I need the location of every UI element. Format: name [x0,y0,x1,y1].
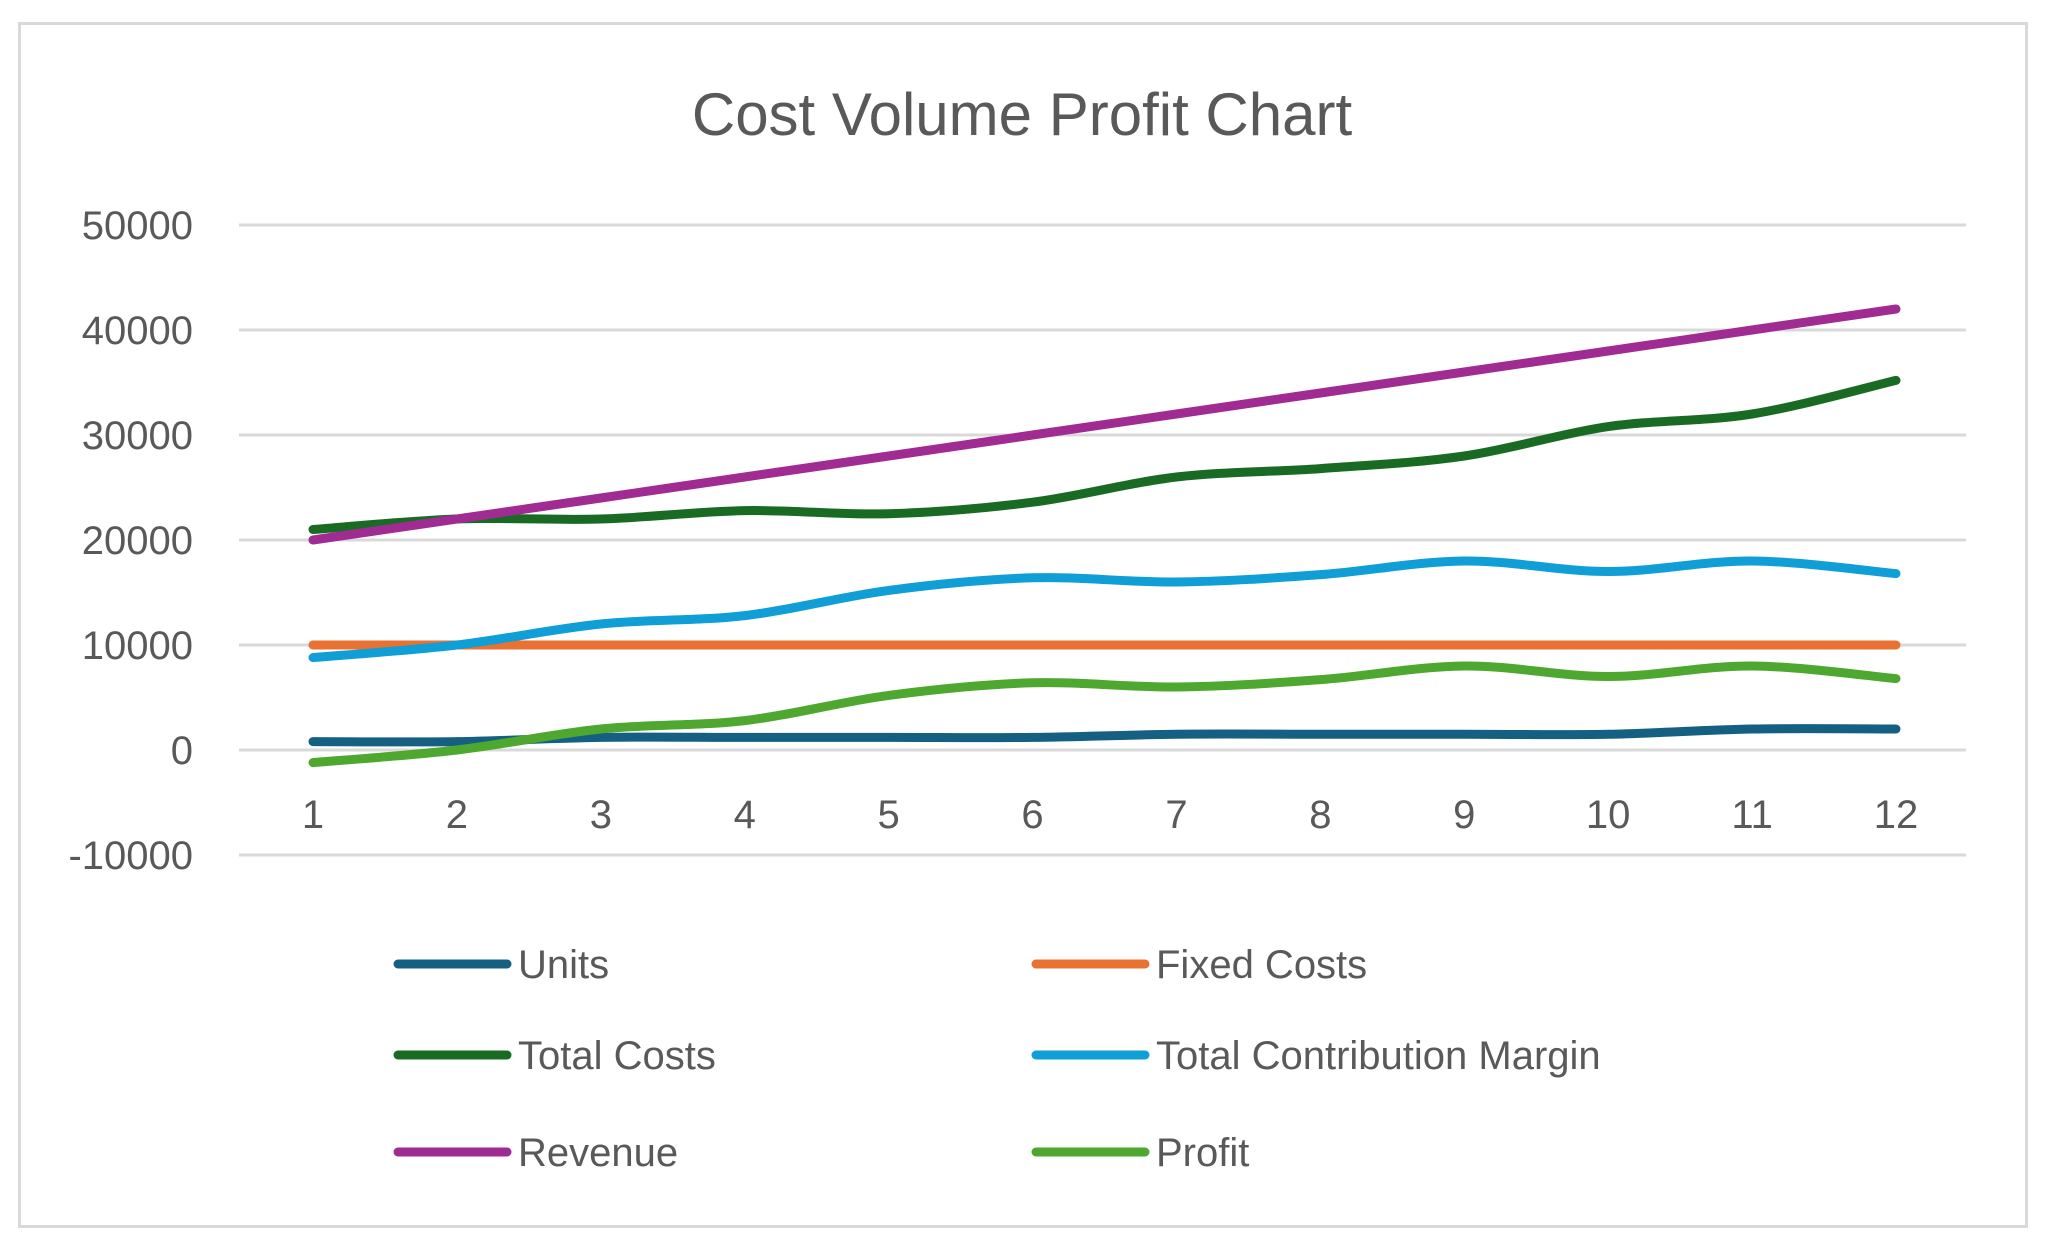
x-tick-label: 8 [1309,793,1331,837]
series-line-total-contribution-margin [308,556,1901,663]
y-tick-label: 40000 [82,309,193,353]
x-tick-label: 9 [1453,793,1475,837]
chart-area [18,22,2028,1228]
x-tick-label: 2 [446,793,468,837]
legend-label-fixed-costs: Fixed Costs [1156,943,1367,987]
legend-label-revenue: Revenue [518,1131,678,1175]
x-tick-label: 10 [1586,793,1631,837]
legend-label-units: Units [518,943,609,987]
y-tick-label: 20000 [82,519,193,563]
x-tick-label: 1 [302,793,324,837]
series-line-units [308,724,1901,747]
x-tick-label: 7 [1165,793,1187,837]
legend-label-total-costs: Total Costs [518,1034,716,1078]
series-line-profit [308,661,1901,768]
x-tick-label: 6 [1021,793,1043,837]
x-tick-label: 11 [1731,793,1773,837]
legend-label-total-contribution-margin: Total Contribution Margin [1156,1034,1601,1078]
x-tick-label: 5 [878,793,900,837]
x-tick-label: 4 [734,793,756,837]
series-line-total-costs [308,375,1901,534]
y-tick-label: 0 [171,729,193,773]
y-tick-label: 10000 [82,624,193,668]
y-tick-label: -10000 [68,834,193,878]
x-tick-label: 12 [1874,793,1919,837]
chart-title: Cost Volume Profit Chart [692,81,1353,148]
series-line-revenue [308,304,1901,545]
y-tick-label: 30000 [82,414,193,458]
x-tick-label: 3 [590,793,612,837]
y-tick-label: 50000 [82,204,193,248]
legend-label-profit: Profit [1156,1131,1249,1175]
